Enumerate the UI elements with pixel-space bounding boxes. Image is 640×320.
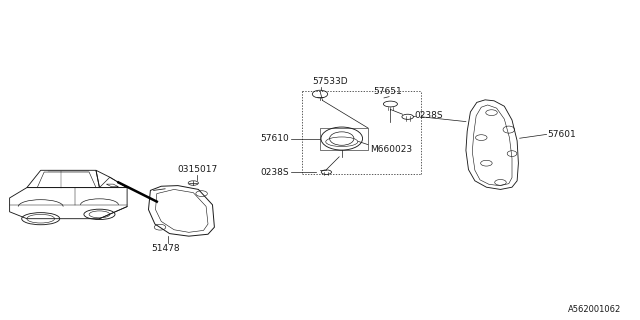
- Text: M660023: M660023: [370, 145, 412, 154]
- Text: A562001062: A562001062: [568, 305, 621, 314]
- Text: 57651: 57651: [373, 87, 402, 96]
- Text: 0238S: 0238S: [415, 111, 444, 120]
- Text: 57601: 57601: [547, 130, 576, 139]
- Text: 0238S: 0238S: [260, 168, 289, 177]
- Text: 51478: 51478: [151, 244, 179, 253]
- Text: 57533D: 57533D: [312, 77, 348, 86]
- Text: 57610: 57610: [260, 134, 289, 143]
- Text: 0315017: 0315017: [177, 165, 217, 174]
